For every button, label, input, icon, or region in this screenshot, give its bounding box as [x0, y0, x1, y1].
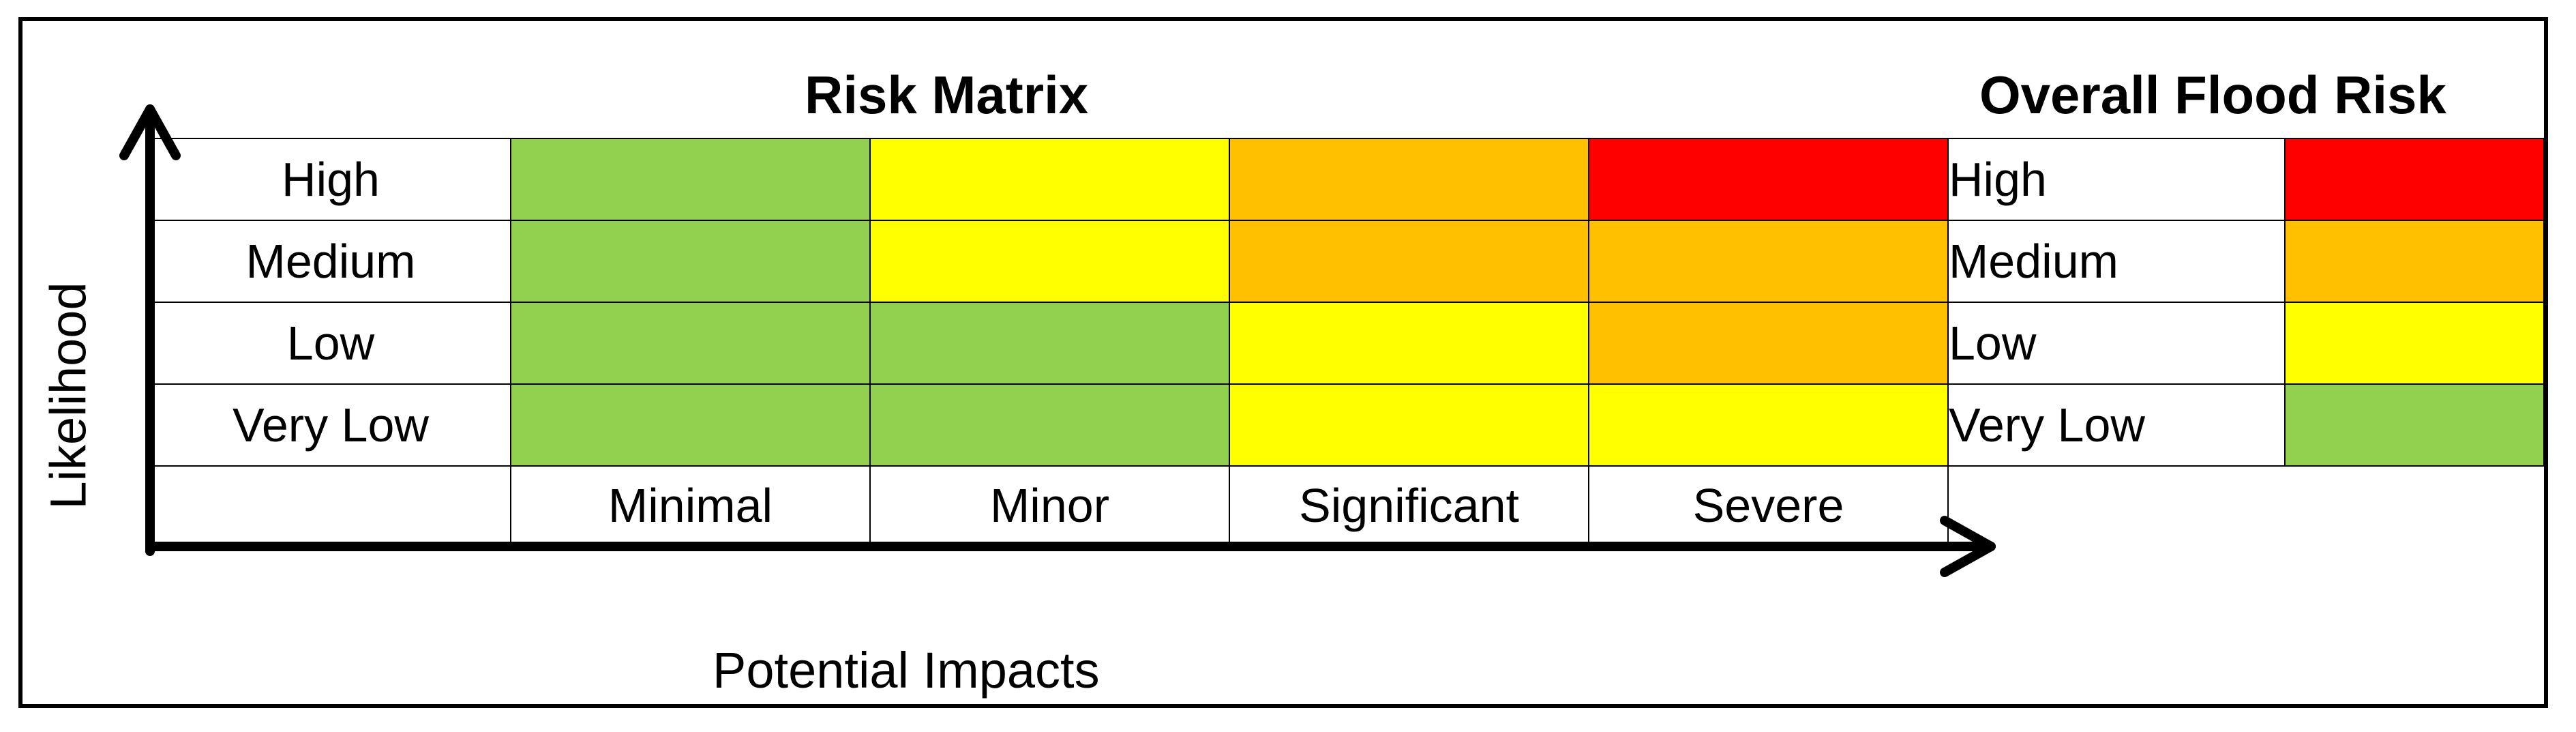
risk-matrix-grid: High Medium Low Very Low — [150, 138, 1949, 545]
matrix-cell — [869, 220, 1230, 303]
corner-cell — [150, 465, 511, 545]
likelihood-label: High — [150, 138, 511, 221]
legend-swatch — [2284, 220, 2545, 303]
matrix-cell — [869, 383, 1230, 467]
legend-swatch — [2284, 383, 2545, 467]
legend-row-very-low: Very Low — [1947, 383, 2545, 467]
overall-flood-risk-legend: High Medium Low Very Low — [1947, 138, 2545, 467]
impact-label-row: Minimal Minor Significant Severe — [150, 465, 1949, 545]
impact-label: Minor — [869, 465, 1230, 545]
matrix-cell — [1229, 138, 1589, 221]
likelihood-label: Medium — [150, 220, 511, 303]
legend-swatch — [2284, 302, 2545, 385]
legend-label: High — [1947, 138, 2286, 221]
likelihood-axis-label: Likelihood — [40, 282, 97, 510]
matrix-cell — [1229, 220, 1589, 303]
matrix-cell — [1588, 220, 1949, 303]
matrix-row-very-low: Very Low — [150, 383, 1949, 467]
legend-row-medium: Medium — [1947, 220, 2545, 303]
x-axis-arrowhead — [1940, 516, 1996, 577]
matrix-cell — [869, 302, 1230, 385]
risk-matrix-title: Risk Matrix — [805, 65, 1089, 125]
impact-label: Significant — [1229, 465, 1589, 545]
figure-frame — [18, 17, 2548, 708]
matrix-cell — [510, 383, 871, 467]
matrix-row-low: Low — [150, 302, 1949, 385]
legend-swatch — [2284, 138, 2545, 221]
likelihood-label: Low — [150, 302, 511, 385]
legend-label: Low — [1947, 302, 2286, 385]
legend-label: Medium — [1947, 220, 2286, 303]
legend-row-high: High — [1947, 138, 2545, 221]
matrix-row-high: High — [150, 138, 1949, 221]
matrix-cell — [1588, 302, 1949, 385]
matrix-cell — [1588, 383, 1949, 467]
legend-label: Very Low — [1947, 383, 2286, 467]
matrix-row-medium: Medium — [150, 220, 1949, 303]
likelihood-label: Very Low — [150, 383, 511, 467]
matrix-cell — [1229, 383, 1589, 467]
overall-flood-risk-title: Overall Flood Risk — [1979, 65, 2446, 125]
legend-row-low: Low — [1947, 302, 2545, 385]
y-axis-arrowhead — [119, 104, 181, 160]
matrix-cell — [510, 138, 871, 221]
matrix-cell — [510, 220, 871, 303]
matrix-cell — [1229, 302, 1589, 385]
matrix-cell — [1588, 138, 1949, 221]
impact-label: Minimal — [510, 465, 871, 545]
matrix-cell — [869, 138, 1230, 221]
potential-impacts-axis-label: Potential Impacts — [713, 642, 1100, 699]
matrix-cell — [510, 302, 871, 385]
impact-label: Severe — [1588, 465, 1949, 545]
